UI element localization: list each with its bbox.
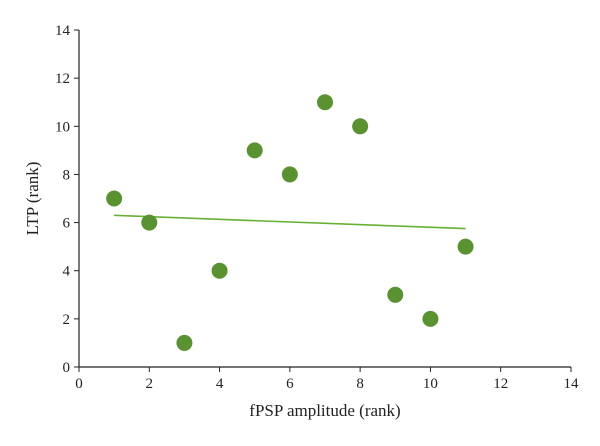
x-axis-title: fPSP amplitude (rank): [249, 401, 400, 420]
y-tick-label: 8: [63, 167, 71, 183]
data-point: [387, 286, 404, 303]
data-point: [176, 334, 193, 351]
data-point: [211, 262, 228, 279]
y-tick-label: 12: [55, 71, 70, 87]
x-tick-label: 10: [423, 376, 438, 392]
data-point: [141, 214, 158, 231]
data-point: [246, 142, 263, 159]
x-tick-label: 12: [493, 376, 508, 392]
y-tick-label: 2: [63, 312, 71, 328]
trendline-group: [114, 214, 466, 230]
y-tick-label: 0: [63, 360, 71, 376]
x-tick-label: 4: [216, 376, 224, 392]
y-tick-label: 4: [63, 264, 71, 280]
y-axis-ticks: 0 2 4 6 8 10 12 14: [55, 23, 79, 376]
y-tick-label: 14: [55, 23, 71, 39]
data-point: [422, 310, 439, 327]
data-point: [317, 94, 333, 111]
x-axis-ticks: 0 2 4 6 8 10 12 14: [75, 367, 579, 392]
x-tick-label: 8: [356, 376, 364, 392]
x-tick-label: 0: [75, 376, 83, 392]
data-point: [352, 118, 369, 135]
x-tick-label: 6: [286, 376, 294, 392]
y-tick-label: 10: [55, 119, 70, 135]
y-tick-label: 6: [63, 216, 71, 232]
data-point: [106, 190, 123, 207]
data-points: [106, 94, 474, 351]
linear-trendline: [114, 214, 466, 230]
x-tick-label: 2: [146, 376, 154, 392]
x-tick-label: 14: [564, 376, 580, 392]
data-point: [457, 238, 474, 255]
data-point: [281, 166, 298, 183]
y-axis-title: LTP (rank): [23, 162, 42, 236]
